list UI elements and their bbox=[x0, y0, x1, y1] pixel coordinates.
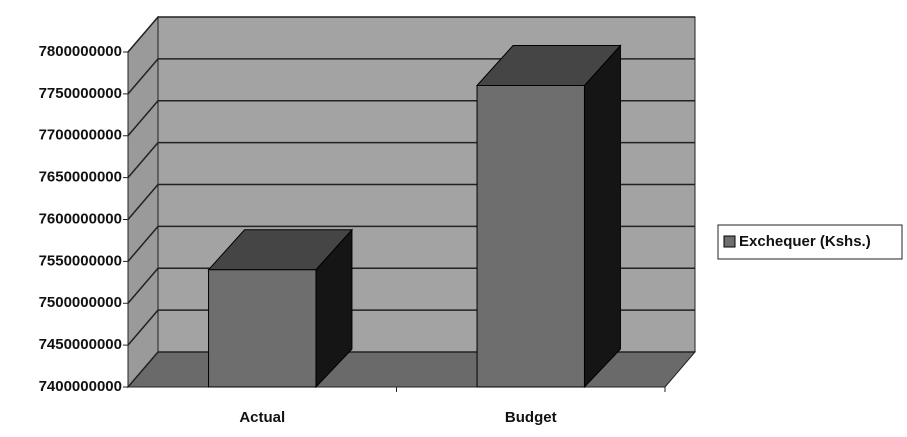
y-tick-label: 7450000000 bbox=[39, 336, 122, 353]
legend-label: Exchequer (Kshs.) bbox=[739, 233, 871, 250]
grid-line bbox=[127, 16, 695, 53]
y-tick-label: 7400000000 bbox=[39, 378, 122, 395]
y-tick-label: 7800000000 bbox=[39, 43, 122, 60]
bar-side bbox=[583, 44, 621, 389]
y-tick-label: 7550000000 bbox=[39, 252, 122, 269]
legend-box bbox=[717, 224, 903, 260]
y-tick-label: 7650000000 bbox=[39, 169, 122, 186]
bar-front bbox=[208, 269, 317, 388]
bar-front bbox=[476, 85, 585, 388]
x-tick-label: Actual bbox=[239, 409, 285, 426]
bar bbox=[475, 44, 622, 389]
legend-swatch bbox=[723, 235, 736, 248]
bar bbox=[207, 228, 354, 389]
x-tick-label: Budget bbox=[505, 409, 557, 426]
y-tick-label: 7750000000 bbox=[39, 85, 122, 102]
y-tick-label: 7700000000 bbox=[39, 127, 122, 144]
y-tick-label: 7500000000 bbox=[39, 294, 122, 311]
y-tick-label: 7600000000 bbox=[39, 210, 122, 227]
